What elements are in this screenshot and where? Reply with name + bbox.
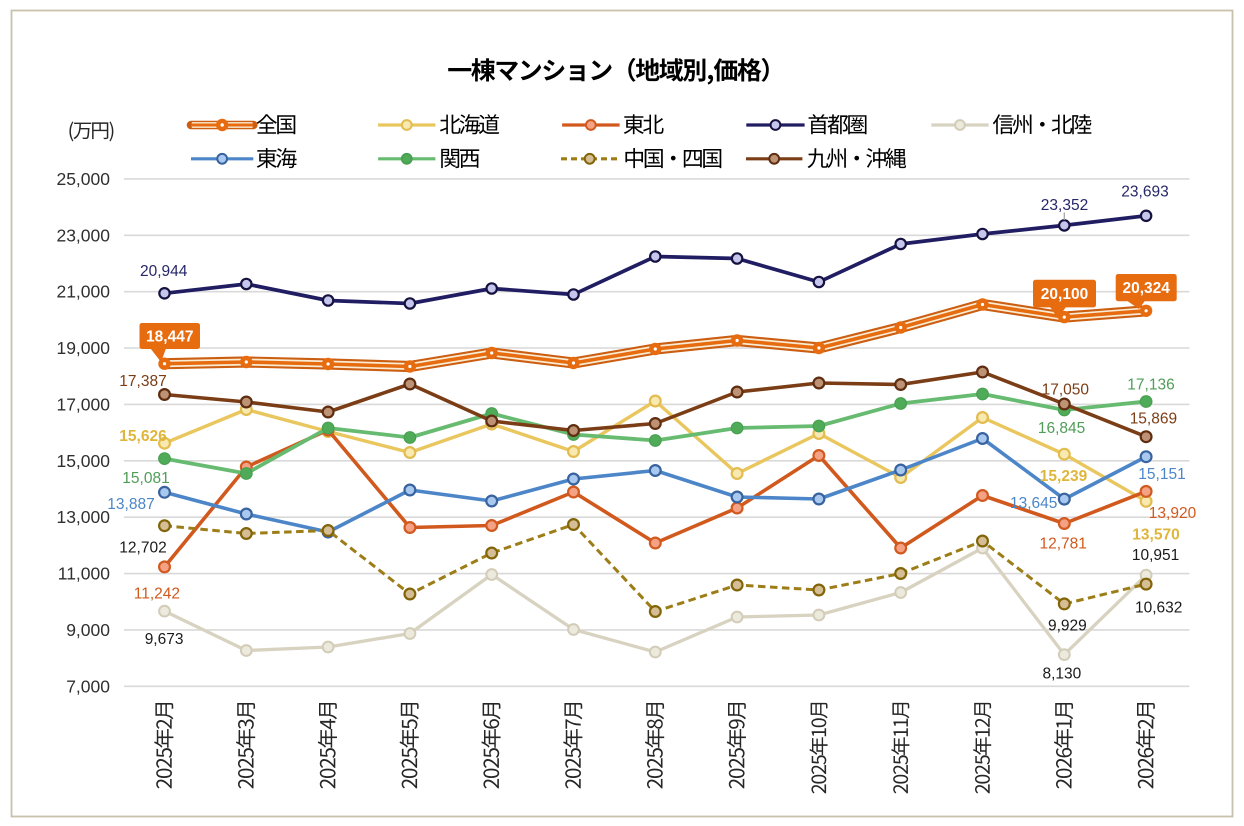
svg-text:15,239: 15,239 bbox=[1040, 468, 1088, 485]
svg-text:10,632: 10,632 bbox=[1135, 600, 1182, 617]
svg-text:9,673: 9,673 bbox=[145, 631, 184, 648]
svg-text:23,000: 23,000 bbox=[56, 225, 110, 245]
svg-text:16,845: 16,845 bbox=[1038, 420, 1085, 437]
svg-text:17,387: 17,387 bbox=[119, 373, 166, 390]
svg-text:17,000: 17,000 bbox=[56, 394, 110, 414]
svg-text:12,702: 12,702 bbox=[119, 540, 166, 557]
svg-text:10,951: 10,951 bbox=[1132, 547, 1179, 564]
svg-text:13,887: 13,887 bbox=[107, 496, 154, 513]
svg-text:11,242: 11,242 bbox=[134, 586, 180, 603]
svg-text:21,000: 21,000 bbox=[56, 282, 110, 302]
svg-text:25,000: 25,000 bbox=[56, 169, 110, 189]
svg-text:13,570: 13,570 bbox=[1132, 527, 1179, 544]
svg-text:7,000: 7,000 bbox=[66, 676, 110, 696]
svg-text:9,929: 9,929 bbox=[1048, 617, 1087, 634]
svg-text:13,920: 13,920 bbox=[1149, 505, 1197, 522]
svg-text:9,000: 9,000 bbox=[66, 620, 110, 640]
svg-text:12,781: 12,781 bbox=[1039, 535, 1086, 552]
svg-text:11,000: 11,000 bbox=[58, 564, 110, 584]
svg-text:13,645: 13,645 bbox=[1010, 495, 1057, 512]
svg-text:23,352: 23,352 bbox=[1041, 197, 1088, 214]
svg-text:15,000: 15,000 bbox=[56, 451, 110, 471]
svg-text:18,447: 18,447 bbox=[146, 329, 193, 346]
svg-text:20,944: 20,944 bbox=[140, 263, 188, 280]
svg-text:15,081: 15,081 bbox=[122, 470, 169, 487]
svg-text:20,324: 20,324 bbox=[1122, 280, 1170, 297]
svg-text:17,050: 17,050 bbox=[1042, 382, 1090, 399]
svg-text:8,130: 8,130 bbox=[1043, 666, 1082, 683]
svg-text:17,136: 17,136 bbox=[1127, 376, 1174, 393]
svg-text:23,693: 23,693 bbox=[1121, 184, 1168, 201]
svg-text:20,100: 20,100 bbox=[1041, 286, 1088, 303]
svg-text:15,626: 15,626 bbox=[119, 428, 167, 445]
svg-text:15,869: 15,869 bbox=[1130, 410, 1177, 427]
svg-text:19,000: 19,000 bbox=[56, 338, 110, 358]
svg-text:13,000: 13,000 bbox=[56, 507, 110, 527]
svg-text:15,151: 15,151 bbox=[1138, 466, 1185, 483]
